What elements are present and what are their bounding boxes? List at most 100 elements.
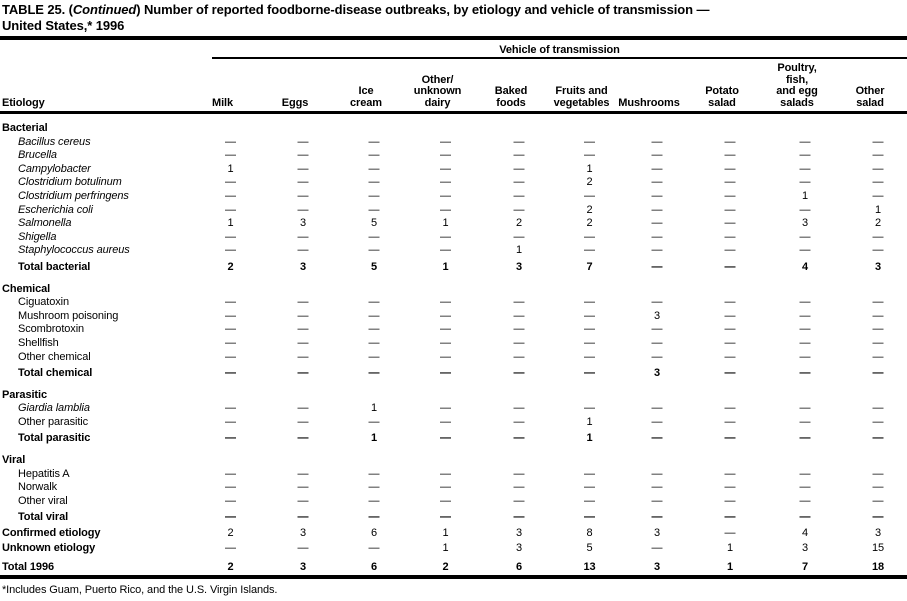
cell-value: — — [440, 494, 451, 507]
cell-value: — — [872, 402, 884, 415]
cell-value: 3 — [653, 367, 661, 380]
spanner-row: Vehicle of transmission — [0, 42, 907, 59]
cell-value: — — [724, 415, 736, 428]
cell-value: — — [799, 336, 811, 349]
cell-value: — — [225, 135, 236, 148]
cell-value: — — [297, 296, 309, 309]
cell-value: — — [297, 149, 309, 162]
cell-value: 5 — [586, 541, 593, 554]
cell-value: 6 — [515, 561, 523, 574]
cell-value: — — [799, 244, 811, 257]
cell-value: — — [368, 323, 380, 336]
cell-value: — — [724, 481, 736, 494]
cell-value: — — [651, 481, 663, 494]
cell-value: 1 — [442, 217, 449, 230]
row-label: Norwalk — [18, 481, 58, 494]
cell-value: — — [368, 189, 380, 202]
cell-value: — — [651, 336, 663, 349]
cell-value: 7 — [801, 561, 809, 574]
cell-value: — — [651, 135, 663, 148]
cell-value: 15 — [871, 541, 885, 554]
row-label: Unknown etiology — [2, 541, 96, 554]
cell-value: — — [297, 309, 309, 322]
cell-value: — — [584, 323, 595, 336]
table-row: Brucella — — — — — — — — — — — [0, 149, 907, 163]
cell-value: 1 — [442, 526, 449, 539]
cell-value: — — [872, 415, 884, 428]
row-label: Escherichia coli — [18, 203, 93, 216]
cell-value: — — [799, 415, 811, 428]
table-row: Unknown etiology — — — 1 3 5 — 1 3 15 — [0, 540, 907, 555]
outbreaks-table: Vehicle of transmission Etiology Milk Egg… — [0, 42, 907, 575]
title-continued: Continued — [72, 2, 137, 17]
cell-value: 1 — [586, 415, 593, 428]
cell-value: — — [724, 467, 736, 480]
cell-value: 18 — [871, 561, 885, 574]
cell-value: 3 — [653, 526, 661, 539]
cell-value: — — [225, 511, 236, 524]
row-label: Total 1996 — [2, 561, 54, 574]
cell-value: 6 — [370, 526, 378, 539]
cell-value: — — [584, 467, 595, 480]
cell-value: — — [799, 511, 811, 524]
cell-value: 7 — [586, 260, 593, 273]
cell-value: — — [584, 296, 595, 309]
cell-value: — — [799, 323, 811, 336]
table-row: Scombrotoxin — — — — — — — — — — — [0, 323, 907, 337]
title-part1: TABLE 25. ( — [2, 2, 73, 17]
cell-value: — — [440, 415, 451, 428]
row-label: Staphylococcus aureus — [18, 244, 130, 257]
cell-value: — — [440, 296, 451, 309]
cell-value: — — [799, 494, 811, 507]
cell-value: — — [584, 149, 595, 162]
column-header: Mushrooms — [615, 59, 683, 114]
cell-value: 3 — [299, 561, 307, 574]
cell-value: — — [584, 309, 595, 322]
cell-value: — — [297, 135, 309, 148]
cell-value: — — [513, 432, 525, 445]
row-label: Other chemical — [18, 350, 91, 363]
cell-value: — — [724, 203, 736, 216]
cell-value: — — [584, 189, 595, 202]
cell-value: — — [368, 350, 380, 363]
cell-value: — — [513, 135, 525, 148]
cell-value: — — [651, 230, 663, 243]
cell-value: 2 — [227, 526, 234, 539]
table-row: Total viral — — — — — — — — — — — [0, 508, 907, 525]
cell-value: — — [297, 481, 309, 494]
cell-value: — — [872, 296, 884, 309]
row-label: Total bacterial — [18, 260, 91, 273]
cell-value: — — [651, 541, 663, 554]
cell-value: — — [724, 309, 736, 322]
cell-value: — — [799, 350, 811, 363]
cell-value: — — [368, 244, 380, 257]
cell-value: — — [513, 296, 525, 309]
cell-value: — — [651, 350, 663, 363]
cell-value: — — [872, 176, 884, 189]
cell-value: — — [513, 481, 525, 494]
cell-value: — — [651, 415, 663, 428]
cell-value: — — [651, 176, 663, 189]
cell-value: — — [584, 494, 595, 507]
cell-value: — — [651, 467, 663, 480]
cell-value: — — [297, 336, 309, 349]
title-line-2: United States,* 1996 — [2, 17, 125, 33]
cell-value: — — [651, 203, 663, 216]
cell-value: 3 — [801, 541, 809, 554]
table-title: TABLE 25. (Continued) Number of reported… — [0, 0, 907, 33]
cell-value: 1 — [442, 541, 449, 554]
cell-value: — — [651, 402, 663, 415]
cell-value: — — [440, 176, 451, 189]
cell-value: — — [225, 296, 236, 309]
cell-value: — — [513, 511, 525, 524]
cell-value: — — [724, 350, 736, 363]
cell-value: — — [225, 230, 236, 243]
cell-value: — — [368, 367, 380, 380]
cell-value: 1 — [227, 217, 234, 230]
cell-value: — — [297, 415, 309, 428]
cell-value: 3 — [299, 217, 307, 230]
cell-value: — — [513, 149, 525, 162]
cell-value: — — [724, 511, 736, 524]
section-header-row: Parasitic — [0, 381, 907, 403]
